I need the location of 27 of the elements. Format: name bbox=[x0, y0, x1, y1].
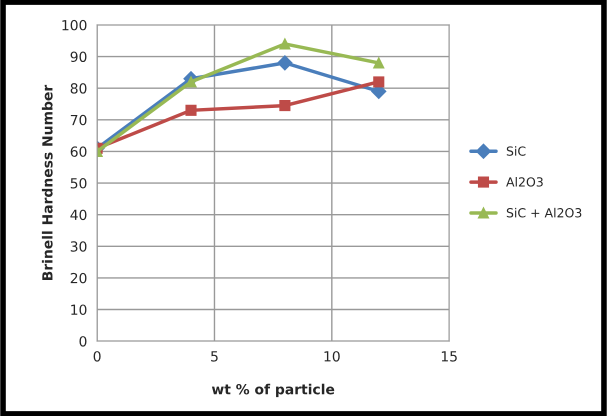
x-tick-label: 0 bbox=[94, 351, 101, 362]
point bbox=[279, 100, 290, 112]
y-tick-label: 100 bbox=[62, 20, 86, 30]
y-tick-label: 0 bbox=[79, 336, 86, 347]
y-tick-label: 30 bbox=[70, 241, 86, 252]
point bbox=[373, 57, 384, 68]
y-tick-label: 40 bbox=[70, 210, 86, 220]
point bbox=[279, 38, 290, 50]
y-tick-label: 10 bbox=[71, 304, 86, 315]
x-tick-label: 15 bbox=[442, 351, 457, 362]
y-tick-label: 60 bbox=[70, 146, 86, 157]
legend-label: Al2O3 bbox=[506, 176, 543, 187]
legend-label: SiC bbox=[506, 146, 526, 156]
y-tick-label: 70 bbox=[70, 114, 86, 126]
x-axis-title: wt % of particle bbox=[212, 384, 334, 398]
point bbox=[373, 76, 384, 88]
point bbox=[185, 76, 197, 88]
legend-label: SiC + Al2O3 bbox=[506, 208, 582, 218]
y-axis-title: Brinell Hardness Number bbox=[42, 84, 53, 280]
y-tick-label: 20 bbox=[70, 272, 86, 284]
point bbox=[185, 104, 197, 116]
x-tick-label: 10 bbox=[324, 351, 340, 362]
point bbox=[277, 55, 292, 70]
y-tick-label: 80 bbox=[70, 83, 86, 94]
x-tick-label: 5 bbox=[211, 351, 218, 362]
y-tick-label: 90 bbox=[70, 52, 86, 62]
y-tick-label: 50 bbox=[70, 178, 86, 189]
